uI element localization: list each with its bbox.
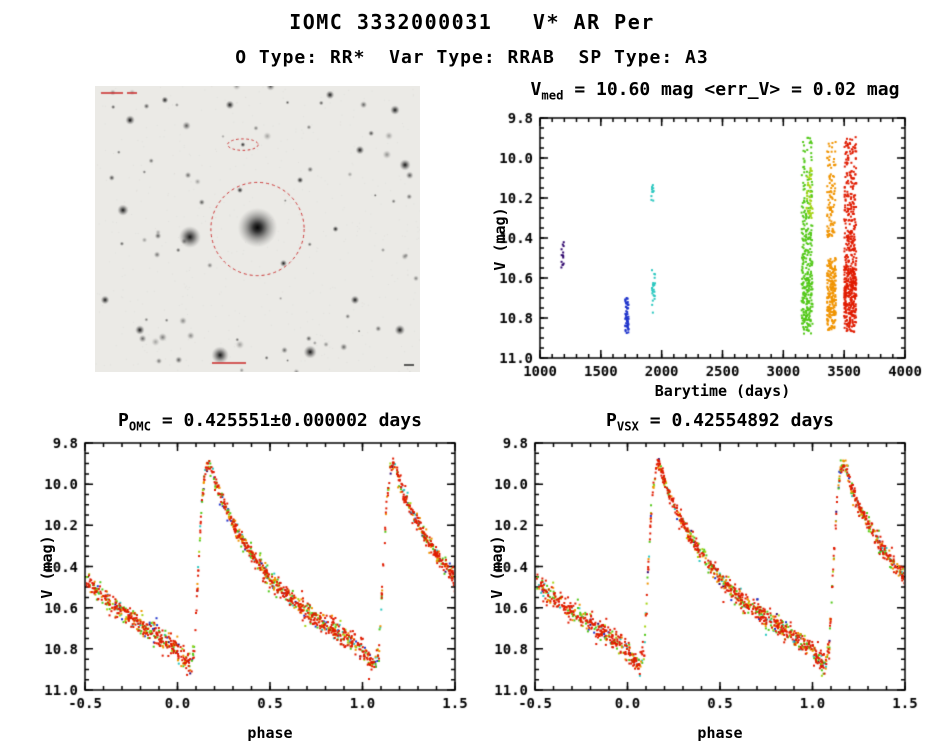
title-prefix: V [530,79,542,100]
title-prefix: P [118,410,129,431]
page-subtitle: O Type: RR* Var Type: RRAB SP Type: A3 [235,47,709,68]
phase-omc-xaxis-label: phase [247,724,293,742]
barytime-xaxis-label: Barytime (days) [654,382,791,400]
barytime-scatter-plot [490,98,940,400]
phase-omc-scatter-plot [35,428,485,738]
phase-vsx-xaxis-label: phase [697,724,743,742]
barytime-yaxis-label: V (mag) [491,207,509,271]
title-suffix: = 0.425551±0.000002 days [151,410,422,431]
barytime-plot-title: Vmed = 10.60 mag <err_V> = 0.02 mag [500,79,930,103]
title-prefix: P [605,410,617,431]
phase-omc-yaxis-label: V (mag) [38,535,56,599]
title-suffix: = 10.60 mag <err_V> = 0.02 mag [563,79,900,100]
finding-chart-image [95,86,420,372]
title-suffix: = 0.42554892 days [638,410,835,431]
phase-vsx-yaxis-label: V (mag) [488,535,506,599]
page-title: IOMC 3332000031 V* AR Per [289,10,655,34]
phase-vsx-scatter-plot [485,428,935,738]
